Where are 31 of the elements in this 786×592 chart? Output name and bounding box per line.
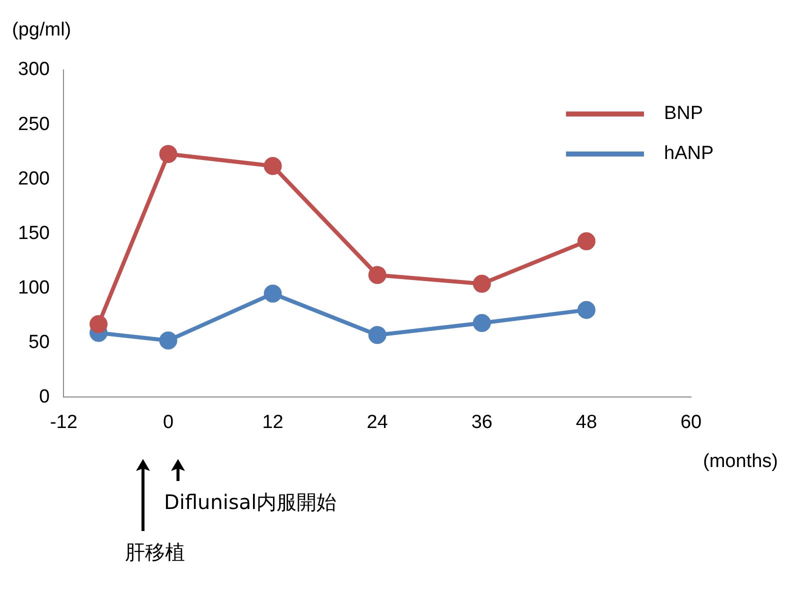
x-tick-label: 24	[366, 412, 388, 433]
x-tick-label: 60	[680, 412, 702, 433]
text: Diflunisal内服開始	[164, 489, 337, 516]
text: 肝移植	[125, 539, 185, 566]
legend-label: BNP	[664, 103, 704, 124]
point	[368, 266, 386, 284]
point	[368, 326, 386, 344]
y-tick-label: 200	[18, 168, 50, 190]
x-tick-label: 0	[162, 412, 174, 433]
point	[159, 144, 178, 163]
y-tick-label: 0	[39, 386, 50, 408]
y-axis-title: (pg/ml)	[12, 20, 72, 41]
x-tick-label: 48	[576, 412, 598, 433]
point	[577, 300, 596, 319]
y-tick-label: 100	[18, 277, 50, 298]
legend-label: hANP	[664, 143, 714, 164]
point	[264, 284, 282, 303]
point	[90, 315, 108, 334]
point	[577, 232, 596, 250]
y-tick-label: 150	[18, 222, 50, 244]
x-tick-label: -12	[50, 412, 78, 433]
point	[159, 331, 178, 350]
x-axis-title: (months)	[703, 450, 778, 472]
point	[264, 156, 282, 175]
point	[472, 314, 491, 332]
point	[472, 274, 491, 293]
x-tick-label: 12	[262, 412, 284, 433]
y-tick-label: 50	[28, 332, 50, 353]
y-tick-label: 250	[18, 114, 50, 135]
y-tick-label: 300	[18, 59, 50, 80]
x-tick-label: 36	[471, 412, 492, 433]
